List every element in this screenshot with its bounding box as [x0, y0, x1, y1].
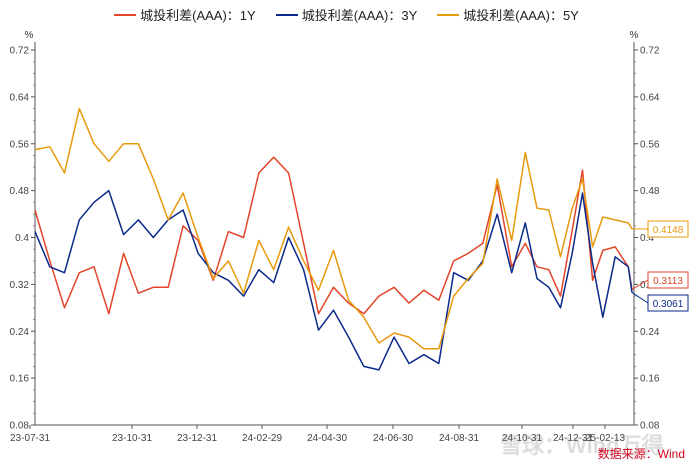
x-tick-label: 23-12-31: [177, 433, 217, 444]
y-tick-label-left: 0.56: [10, 139, 30, 150]
legend: 城投利差(AAA)：1Y 城投利差(AAA)：3Y 城投利差(AAA)：5Y: [0, 5, 693, 24]
series-line-1y: [34, 156, 633, 315]
y-tick-label-right: 0.48: [640, 186, 660, 197]
y-tick-label-left: 0.16: [10, 374, 30, 385]
end-label-1y: 0.3113: [653, 276, 683, 287]
x-tick-label: 25-02-13: [585, 433, 625, 444]
legend-swatch-5y: [437, 13, 460, 16]
y-tick-label-left: 0.64: [10, 92, 30, 103]
series-line-3y: [34, 189, 633, 371]
x-tick-label: 24-08-31: [439, 433, 479, 444]
y-tick-label-right: 0.64: [640, 92, 660, 103]
legend-label-5y: 城投利差(AAA)：5Y: [463, 8, 579, 23]
end-label-connector-3y: [631, 292, 649, 304]
y-tick-label-right: 0.24: [640, 327, 660, 338]
y-tick-label-right: 0.4: [640, 233, 654, 244]
x-tick-label: 24-04-30: [307, 433, 347, 444]
y-tick-label-left: 0.08: [10, 421, 30, 432]
y-tick-label-right: 0.72: [640, 46, 660, 57]
source-note: 数据来源：Wind: [597, 447, 685, 461]
end-label-5y: 0.4148: [653, 225, 684, 236]
x-tick-label: 24-10-31: [502, 433, 542, 444]
y-tick-label-right: 0.16: [640, 374, 660, 385]
y-tick-label-right: 0.56: [640, 139, 660, 150]
y-unit-left: %: [25, 30, 34, 41]
y-tick-label-left: 0.32: [10, 280, 30, 291]
y-tick-label-left: 0.24: [10, 327, 30, 338]
y-unit-right: %: [630, 30, 639, 41]
x-tick-label: 24-02-29: [242, 433, 282, 444]
y-tick-label-left: 0.48: [10, 186, 30, 197]
y-tick-label-left: 0.72: [10, 46, 30, 57]
x-tick-label: 24-12-31: [553, 433, 593, 444]
legend-label-1y: 城投利差(AAA)：1Y: [140, 8, 256, 23]
end-label-box-5y: [647, 220, 689, 238]
x-tick-label: 23-10-31: [112, 433, 152, 444]
end-label-box-1y: [647, 271, 689, 289]
legend-label-3y: 城投利差(AAA)：3Y: [301, 8, 418, 23]
y-tick-label-right: 0.08: [640, 421, 660, 432]
end-label-connector-1y: [631, 279, 649, 290]
legend-item-3y: 城投利差(AAA)：3Y: [275, 5, 418, 24]
end-label-3y: 0.3061: [653, 299, 684, 310]
x-tick-label: 23-07-31: [10, 433, 50, 444]
series-line-5y: [34, 107, 633, 350]
legend-item-1y: 城投利差(AAA)：1Y: [114, 5, 256, 24]
x-tick-label: 24-06-30: [373, 433, 413, 444]
legend-item-5y: 城投利差(AAA)：5Y: [437, 5, 579, 24]
legend-swatch-3y: [275, 13, 298, 16]
end-label-box-3y: [647, 294, 689, 312]
legend-swatch-1y: [114, 13, 137, 16]
y-tick-label-left: 0.4: [15, 233, 29, 244]
watermark: 雪球：Wind万得: [500, 433, 664, 458]
